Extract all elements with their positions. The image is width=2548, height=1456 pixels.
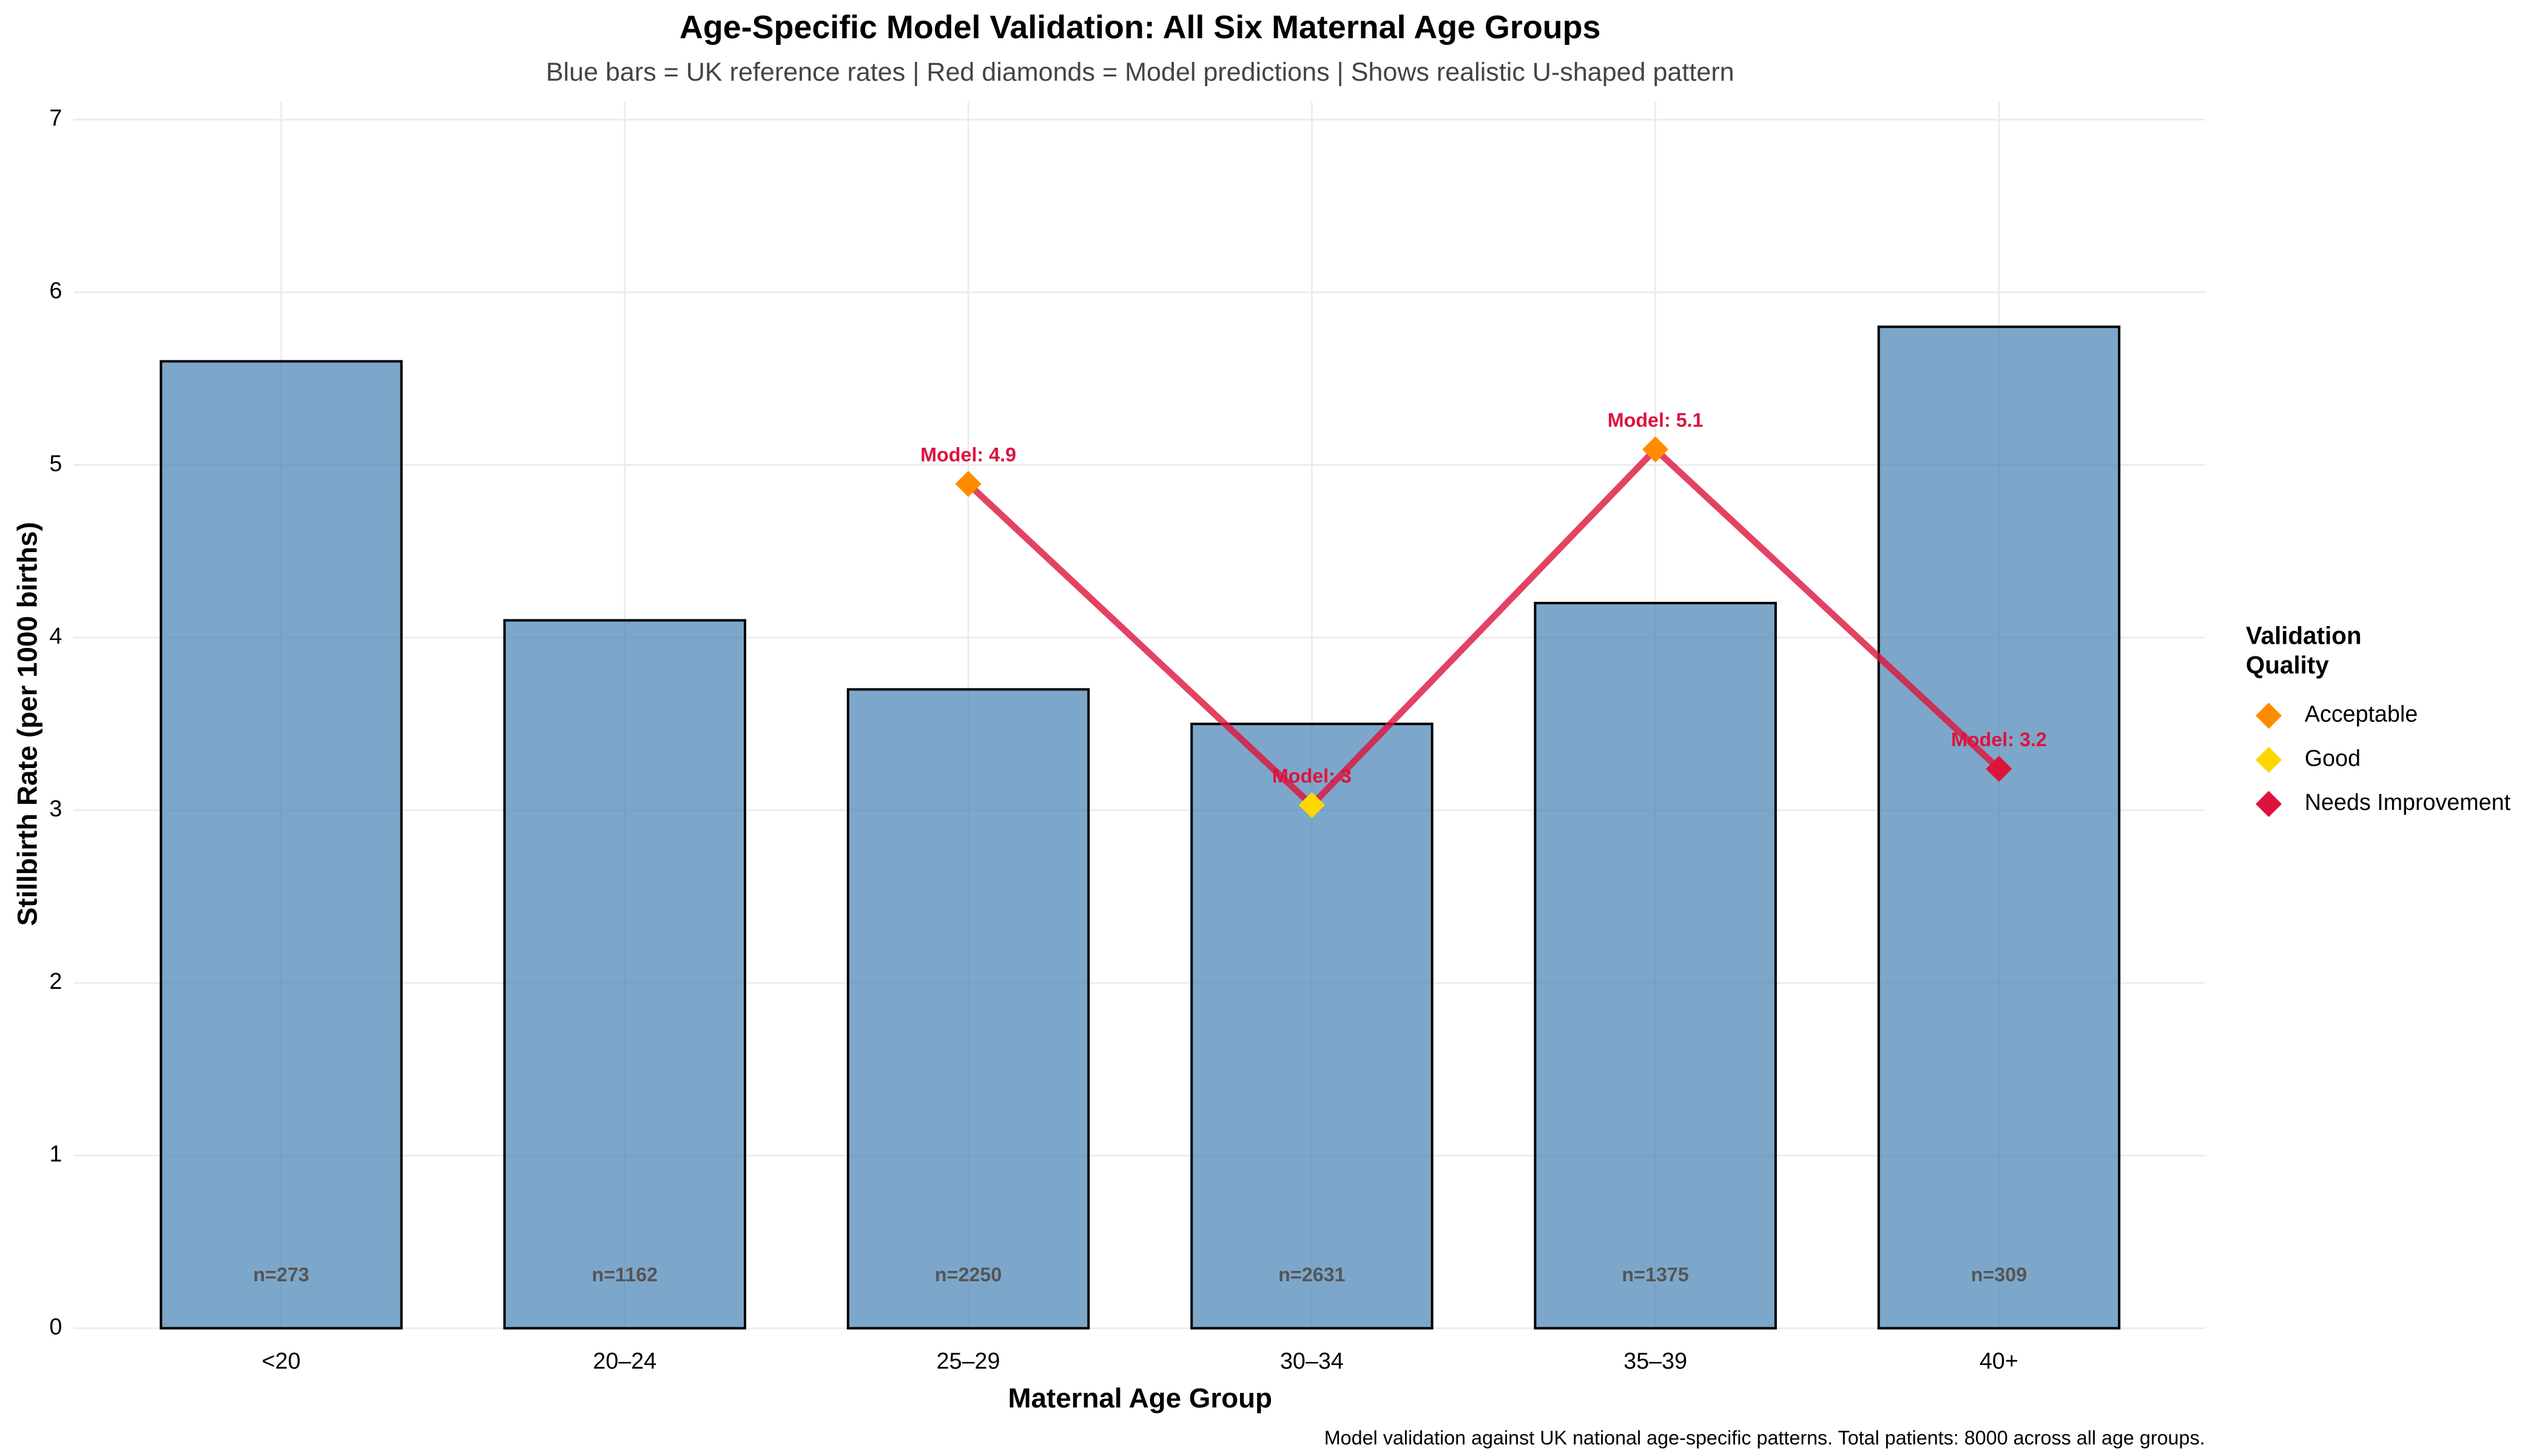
- y-axis-label: Stillbirth Rate (per 1000 births): [12, 522, 43, 926]
- y-tick-label: 3: [49, 796, 62, 821]
- x-tick-label: <20: [262, 1348, 301, 1373]
- model-point: [955, 471, 982, 497]
- y-tick-label: 5: [49, 450, 62, 476]
- caption: Model validation against UK national age…: [1324, 1427, 2205, 1449]
- bar: [1877, 325, 2121, 1330]
- bar: [160, 360, 403, 1330]
- bar-label: n=1375: [1622, 1264, 1688, 1286]
- bar-label: n=273: [253, 1264, 309, 1286]
- bar-label: n=309: [1971, 1264, 2027, 1286]
- chart-title: Age-Specific Model Validation: All Six M…: [679, 9, 1600, 46]
- bar-label: n=1162: [592, 1264, 658, 1286]
- x-tick-label: 30–34: [1280, 1348, 1344, 1373]
- model-point: [1642, 436, 1669, 463]
- x-tick-label: 40+: [1980, 1348, 2018, 1373]
- bar-label: n=2631: [1278, 1264, 1345, 1286]
- y-tick-label: 2: [49, 968, 62, 994]
- y-tick-label: 0: [49, 1313, 62, 1339]
- bar: [1534, 602, 1777, 1330]
- y-tick-label: 1: [49, 1141, 62, 1167]
- x-tick-label: 25–29: [937, 1348, 1000, 1373]
- x-tick-label: 35–39: [1623, 1348, 1687, 1373]
- value-label: Model: 4.9: [920, 443, 1016, 465]
- legend-label: Needs Improvement: [2305, 789, 2511, 815]
- legend-marker: [2256, 703, 2282, 729]
- legend-title: Validation Quality: [2246, 621, 2362, 678]
- x-tick-label: 20–24: [593, 1348, 656, 1373]
- legend-label: Acceptable: [2305, 701, 2418, 727]
- y-tick-label: 6: [49, 278, 62, 303]
- model-point: [1986, 755, 2012, 782]
- value-label: Model: 5.1: [1608, 409, 1704, 431]
- chart-subtitle: Blue bars = UK reference rates | Red dia…: [546, 58, 1734, 87]
- value-label: Model: 3.2: [1951, 729, 2047, 750]
- value-label: Model: 3: [1272, 765, 1352, 787]
- model-point: [1298, 792, 1325, 818]
- bar-label: n=2250: [935, 1264, 1002, 1286]
- legend-title-line: Quality: [2246, 651, 2329, 679]
- x-axis-label: Maternal Age Group: [1008, 1383, 1272, 1414]
- legend-marker: [2256, 790, 2282, 817]
- bar: [503, 619, 747, 1330]
- bar: [1190, 723, 1434, 1330]
- y-tick-label: 4: [49, 623, 62, 649]
- bar: [846, 688, 1090, 1330]
- model-line: [966, 445, 2001, 810]
- y-tick-label: 7: [49, 105, 62, 130]
- legend-label: Good: [2305, 745, 2361, 770]
- legend-title-line: Validation: [2246, 621, 2362, 649]
